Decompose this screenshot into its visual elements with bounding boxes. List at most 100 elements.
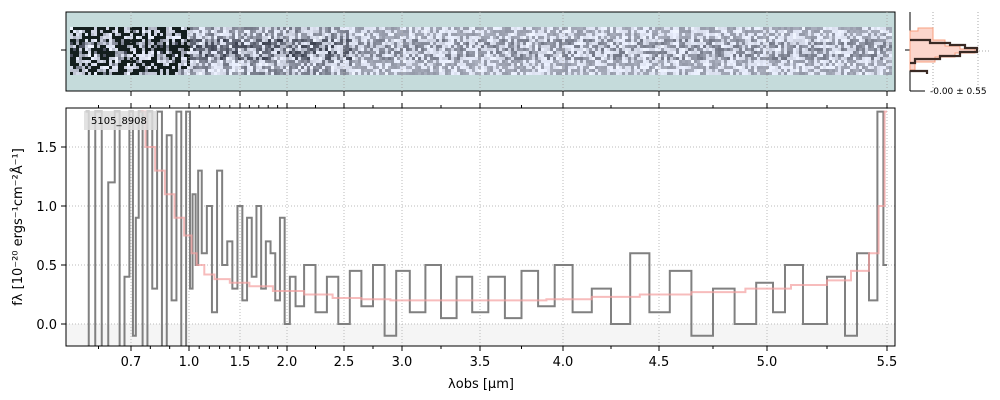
spectrum-2d-pixel — [532, 72, 535, 75]
spectrum-2d-pixel — [589, 66, 592, 69]
spectrum-2d-pixel — [466, 33, 469, 36]
x-tick-label: 2.5 — [334, 355, 355, 370]
spectrum-2d-pixel — [808, 66, 811, 69]
spectrum-2d-pixel — [583, 45, 586, 48]
spectrum-2d-pixel — [841, 72, 844, 75]
spectrum-2d-pixel — [499, 36, 502, 39]
spectrum-2d-pixel — [424, 42, 427, 45]
spectrum-2d-pixel — [832, 39, 835, 42]
spectrum-2d-pixel — [634, 27, 637, 30]
spectrum-2d-pixel — [205, 42, 208, 45]
spectrum-2d-pixel — [238, 39, 241, 42]
spectrum-2d-pixel — [175, 33, 178, 36]
spectrum-2d-pixel — [397, 36, 400, 39]
spectrum-2d-pixel — [694, 39, 697, 42]
spectrum-2d-pixel — [274, 45, 277, 48]
spectrum-2d-pixel — [670, 30, 673, 33]
spectrum-2d-pixel — [103, 27, 106, 30]
spectrum-2d-pixel — [877, 33, 880, 36]
spectrum-2d-pixel — [874, 36, 877, 39]
spectrum-2d-pixel — [514, 33, 517, 36]
spectrum-2d-pixel — [148, 72, 151, 75]
spectrum-2d-pixel — [352, 63, 355, 66]
spectrum-2d-pixel — [538, 27, 541, 30]
spectrum-2d-pixel — [193, 45, 196, 48]
spectrum-2d-pixel — [676, 42, 679, 45]
spectrum-2d-pixel — [97, 36, 100, 39]
spectrum-2d-pixel — [733, 60, 736, 63]
spectrum-2d-pixel — [193, 66, 196, 69]
spectrum-2d-pixel — [721, 66, 724, 69]
spectrum-2d-pixel — [796, 63, 799, 66]
spectrum-2d-pixel — [688, 72, 691, 75]
spectrum-2d-pixel — [247, 42, 250, 45]
spectrum-2d-pixel — [889, 60, 892, 63]
spectrum-2d-pixel — [520, 39, 523, 42]
spectrum-2d-pixel — [823, 33, 826, 36]
spectrum-2d-pixel — [262, 36, 265, 39]
spectrum-2d-pixel — [856, 72, 859, 75]
spectrum-2d-pixel — [163, 69, 166, 72]
spectrum-2d-pixel — [763, 45, 766, 48]
spectrum-2d-pixel — [199, 57, 202, 60]
spectrum-2d-pixel — [109, 69, 112, 72]
spectrum-2d-pixel — [808, 39, 811, 42]
x-tick-label: 4.5 — [649, 355, 670, 370]
spectrum-2d-pixel — [223, 72, 226, 75]
spectrum-2d-pixel — [817, 57, 820, 60]
spectrum-2d-pixel — [823, 36, 826, 39]
spectrum-2d-pixel — [154, 45, 157, 48]
spectrum-2d-pixel — [568, 63, 571, 66]
spectrum-2d-pixel — [151, 39, 154, 42]
spectrum-2d-pixel — [97, 66, 100, 69]
spectrum-2d-pixel — [196, 54, 199, 57]
spectrum-2d-pixel — [397, 69, 400, 72]
spectrum-2d-pixel — [490, 39, 493, 42]
spectrum-2d-pixel — [340, 30, 343, 33]
spectrum-2d-pixel — [337, 51, 340, 54]
spectrum-2d-pixel — [838, 42, 841, 45]
spectrum-2d-pixel — [307, 72, 310, 75]
spectrum-2d-pixel — [793, 33, 796, 36]
spectrum-2d-pixel — [370, 60, 373, 63]
spectrum-2d-pixel — [235, 66, 238, 69]
spectrum-2d-pixel — [418, 60, 421, 63]
spectrum-2d-pixel — [313, 39, 316, 42]
spectrum-2d-pixel — [811, 72, 814, 75]
spectrum-2d-pixel — [310, 66, 313, 69]
spectrum-2d-pixel — [76, 45, 79, 48]
spectrum-2d-pixel — [295, 69, 298, 72]
spectrum-2d-pixel — [661, 30, 664, 33]
spectrum-2d-pixel — [100, 39, 103, 42]
spectrum-2d-pixel — [379, 72, 382, 75]
spectrum-2d-pixel — [244, 60, 247, 63]
spectrum-2d-pixel — [781, 30, 784, 33]
spectrum-2d-pixel — [112, 27, 115, 30]
spectrum-2d-pixel — [388, 57, 391, 60]
spectrum-2d-pixel — [607, 45, 610, 48]
spectrum-2d-pixel — [736, 45, 739, 48]
spectrum-2d-pixel — [853, 30, 856, 33]
spectrum-2d-pixel — [556, 42, 559, 45]
spectrum-2d-pixel — [769, 42, 772, 45]
spectrum-2d-pixel — [352, 42, 355, 45]
spectrum-2d-pixel — [235, 54, 238, 57]
spectrum-2d-pixel — [739, 30, 742, 33]
spectrum-2d-pixel — [415, 27, 418, 30]
spectrum-2d-pixel — [211, 39, 214, 42]
spectrum-2d-pixel — [256, 69, 259, 72]
spectrum-2d-pixel — [454, 69, 457, 72]
spectrum-2d-pixel — [691, 30, 694, 33]
spectrum-2d-pixel — [244, 36, 247, 39]
spectrum-2d-pixel — [481, 69, 484, 72]
spectrum-2d-pixel — [145, 66, 148, 69]
spectrum-2d-pixel — [322, 27, 325, 30]
spectrum-2d-pixel — [133, 60, 136, 63]
spectrum-2d-pixel — [220, 39, 223, 42]
spectrum-2d-pixel — [346, 45, 349, 48]
spectrum-2d-pixel — [292, 54, 295, 57]
spectrum-2d-pixel — [238, 33, 241, 36]
spectrum-2d-pixel — [439, 66, 442, 69]
spectrum-2d-pixel — [589, 33, 592, 36]
spectrum-2d-pixel — [550, 42, 553, 45]
